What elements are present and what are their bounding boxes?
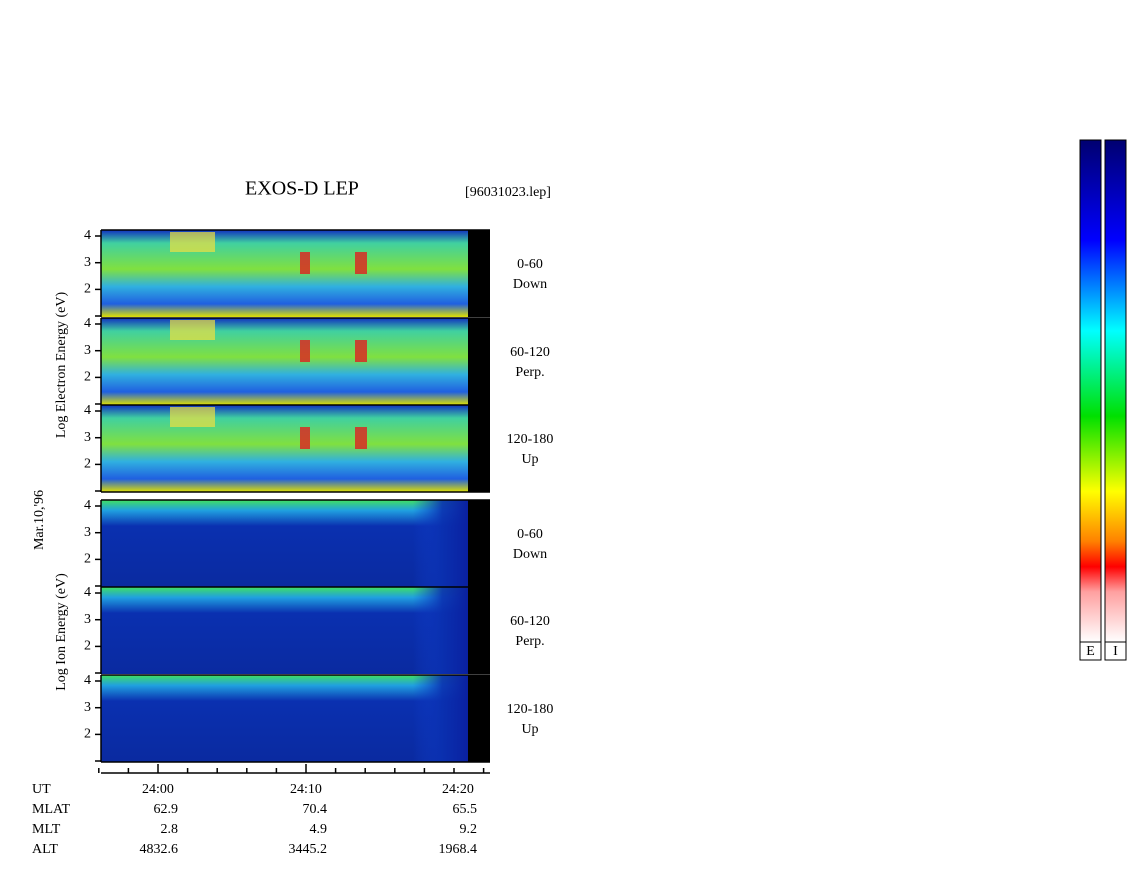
spectrogram-peak [170, 320, 215, 340]
cell: 62.9 [154, 802, 179, 817]
spectrogram-peak [355, 340, 367, 362]
spectrogram [101, 318, 468, 405]
data-gap [468, 675, 490, 762]
cell: 24:00 [142, 782, 174, 797]
cell: 1968.4 [439, 842, 478, 857]
y-tick-label: 2 [84, 457, 91, 472]
colorbar [1079, 139, 1102, 643]
panel-direction: Down [513, 277, 547, 292]
row-label: ALT [32, 842, 58, 857]
panel-direction: Up [521, 452, 538, 467]
spectrogram-peak [355, 427, 367, 449]
panel-direction: Down [513, 547, 547, 562]
data-gap [468, 405, 490, 492]
spectrogram-edge [101, 500, 468, 587]
y-tick-label: 4 [84, 403, 91, 418]
y-tick-label: 3 [84, 255, 91, 270]
y-tick-label: 4 [84, 673, 91, 688]
cell: 4832.6 [140, 842, 179, 857]
title: EXOS-D LEP [245, 178, 359, 200]
data-gap [468, 230, 490, 317]
panel-range: 0-60 [517, 257, 543, 272]
spectrogram-edge [101, 675, 468, 762]
cell: 70.4 [303, 802, 328, 817]
spectrogram-peak [300, 427, 310, 449]
date-label: Mar.10,'96 [32, 490, 47, 550]
row-label: MLT [32, 822, 61, 837]
spectrogram-peak [170, 407, 215, 427]
cell: 24:10 [290, 782, 322, 797]
y-tick-label: 2 [84, 639, 91, 654]
y-tick-label: 2 [84, 727, 91, 742]
panel-range: 120-180 [507, 432, 554, 447]
y-tick-label: 4 [84, 585, 91, 600]
ion-axis-label: Log Ion Energy (eV) [54, 573, 69, 691]
cell: 24:20 [442, 782, 474, 797]
panel-range: 0-60 [517, 527, 543, 542]
panel-range: 120-180 [507, 702, 554, 717]
spectrogram-peak [300, 340, 310, 362]
y-tick-label: 2 [84, 552, 91, 567]
y-tick-label: 4 [84, 316, 91, 331]
spectrogram-peak [300, 252, 310, 274]
spectrogram-peak [355, 252, 367, 274]
colorbar-label-box [1079, 641, 1102, 661]
plot-layer: EXOS-D LEP [96031023.lep] Log Electron E… [32, 178, 551, 691]
panel-direction: Perp. [515, 634, 544, 649]
cell: 2.8 [161, 822, 179, 837]
y-tick-label: 3 [84, 612, 91, 627]
row-label: UT [32, 782, 51, 797]
y-tick-label: 2 [84, 370, 91, 385]
file-name: [96031023.lep] [465, 185, 551, 200]
row-label: MLAT [32, 802, 71, 817]
cell: 3445.2 [289, 842, 328, 857]
data-gap [468, 500, 490, 587]
y-tick-label: 4 [84, 228, 91, 243]
y-tick-label: 3 [84, 525, 91, 540]
panel-range: 60-120 [510, 614, 550, 629]
y-tick-label: 3 [84, 430, 91, 445]
cell: 4.9 [310, 822, 328, 837]
colorbar-label: E [1086, 644, 1095, 659]
spectrogram [101, 230, 468, 317]
panel-range: 60-120 [510, 345, 550, 360]
spectrogram-edge [101, 587, 468, 674]
colorbar-label: I [1113, 644, 1118, 659]
y-tick-label: 3 [84, 700, 91, 715]
cell: 9.2 [460, 822, 478, 837]
panel-direction: Up [521, 722, 538, 737]
data-gap [468, 318, 490, 405]
colorbar-label-box [1104, 641, 1127, 661]
y-tick-label: 3 [84, 343, 91, 358]
electron-axis-label: Log Electron Energy (eV) [54, 292, 69, 439]
y-tick-label: 4 [84, 498, 91, 513]
spectrogram-peak [170, 232, 215, 252]
panel-direction: Perp. [515, 365, 544, 380]
data-gap [468, 587, 490, 674]
cell: 65.5 [453, 802, 478, 817]
spectrogram [101, 405, 468, 492]
colorbar [1104, 139, 1127, 643]
y-tick-label: 2 [84, 282, 91, 297]
